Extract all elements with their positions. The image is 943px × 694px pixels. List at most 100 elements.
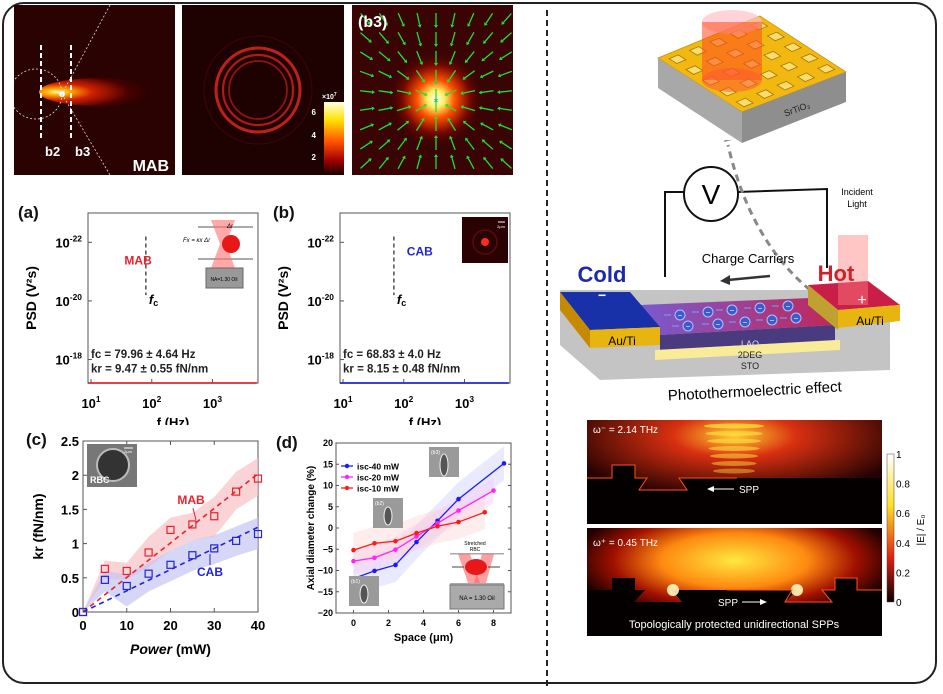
cell-shape bbox=[359, 584, 369, 604]
field-arrowhead bbox=[479, 74, 484, 79]
layer-2deg: 2DEG bbox=[738, 350, 763, 360]
field-arrowhead bbox=[484, 22, 488, 26]
data-point bbox=[188, 520, 197, 529]
photothermoelectric-device: V Incident Light Charge Carriers − − − − −− −… bbox=[560, 140, 900, 405]
field-arrow bbox=[448, 69, 457, 81]
objective-lens bbox=[449, 584, 505, 610]
field-arrowhead bbox=[481, 139, 486, 143]
field-arrowhead bbox=[462, 76, 467, 80]
field-arrow bbox=[360, 32, 370, 42]
field-arrow bbox=[484, 32, 494, 43]
metasurface-pad bbox=[763, 50, 782, 61]
electron bbox=[712, 318, 724, 330]
field-arrowhead bbox=[449, 154, 454, 158]
x-tick-label: 40 bbox=[251, 618, 265, 633]
panel-label-a: (a) bbox=[18, 203, 39, 222]
wire-left bbox=[664, 191, 685, 277]
x-tick-label: 8 bbox=[491, 618, 496, 628]
kr-annotation: kr = 8.15 ± 0.48 fN/nm bbox=[343, 364, 460, 376]
rbc-cell bbox=[96, 448, 130, 482]
field-arrow bbox=[397, 12, 404, 25]
field-arrow bbox=[416, 50, 422, 63]
field-arrowhead bbox=[497, 106, 501, 111]
spp-label-bottom: SPP bbox=[718, 598, 738, 609]
metasurface-pad bbox=[817, 64, 836, 74]
electron bbox=[739, 316, 751, 328]
interference-fringes bbox=[704, 423, 764, 474]
electron-sign: − bbox=[730, 306, 735, 315]
cold-electrode-front bbox=[590, 327, 660, 348]
metasurface-pad bbox=[759, 70, 778, 80]
au-ti-left: Au/Ti bbox=[608, 334, 636, 348]
y-tick-label: 2.5 bbox=[61, 434, 79, 449]
field-arrowhead bbox=[444, 92, 448, 97]
data-point bbox=[435, 524, 440, 529]
x-axis-label: Power (mW) bbox=[130, 641, 211, 657]
data-point bbox=[393, 562, 398, 568]
data-point bbox=[414, 530, 419, 536]
fringe bbox=[713, 468, 755, 474]
colorbar bbox=[324, 102, 344, 175]
data-point bbox=[372, 541, 377, 546]
coverslip-top bbox=[450, 553, 504, 555]
electron bbox=[674, 309, 686, 321]
fringe bbox=[707, 438, 761, 444]
field-arrow bbox=[500, 107, 513, 111]
inset-scale-label: 2μm bbox=[124, 449, 133, 454]
y-axis-label: Axial diameter change (%) bbox=[306, 466, 317, 590]
x-tick-label: 103 bbox=[455, 394, 474, 411]
field-colorbar-tick: 0.4 bbox=[896, 539, 910, 550]
y-tick-label: 10-18 bbox=[307, 351, 334, 368]
field-arrowhead bbox=[421, 79, 425, 83]
panel-divider bbox=[546, 10, 548, 686]
x-axis-label: Space (μm) bbox=[394, 632, 454, 644]
field-arrow bbox=[360, 159, 370, 169]
field-arrowhead bbox=[464, 59, 469, 64]
y-tick-label: −10 bbox=[318, 566, 333, 576]
field-arrow bbox=[483, 140, 494, 150]
field-arrowhead bbox=[498, 56, 503, 60]
field-arrow bbox=[500, 70, 513, 77]
inset-delta-label: Δr bbox=[226, 224, 234, 230]
field-arrow bbox=[416, 31, 421, 44]
colorbar-tick: 4 bbox=[312, 131, 317, 140]
data-point bbox=[501, 461, 507, 466]
legend-marker bbox=[344, 474, 350, 480]
data-point bbox=[210, 512, 219, 521]
y-tick-label: 10-18 bbox=[55, 351, 82, 368]
data-point bbox=[393, 538, 398, 544]
field-arrow bbox=[360, 13, 370, 23]
linear-fit-line bbox=[82, 526, 259, 613]
data-point bbox=[253, 474, 263, 483]
y-tick-label: 0.5 bbox=[61, 571, 79, 586]
incident-label: Incident bbox=[841, 187, 873, 197]
field-arrowhead bbox=[385, 40, 389, 44]
field-arrowhead bbox=[403, 137, 407, 142]
field-arrowhead bbox=[369, 56, 374, 60]
confidence-band bbox=[83, 517, 258, 612]
data-point bbox=[144, 548, 153, 557]
field-arrow bbox=[450, 50, 456, 63]
field-arrow bbox=[378, 158, 388, 169]
panel-label-c: (c) bbox=[26, 430, 47, 449]
y-tick-label: 2 bbox=[72, 468, 79, 483]
field-arrowhead bbox=[418, 154, 423, 158]
electron-sign: − bbox=[678, 311, 683, 320]
x-tick-label: 0 bbox=[351, 618, 356, 628]
electron-sign: − bbox=[758, 304, 763, 313]
field-colorbar-tick: 0 bbox=[896, 598, 902, 609]
field-arrowhead bbox=[434, 44, 438, 47]
field-arrow bbox=[416, 157, 421, 170]
x-tick-label: 10 bbox=[120, 618, 134, 633]
field-arrow bbox=[396, 106, 409, 112]
field-arrow bbox=[378, 123, 390, 131]
vector-field-image: (b3) bbox=[352, 5, 513, 175]
inset-core bbox=[481, 238, 489, 246]
field-arrow bbox=[378, 140, 389, 150]
field-arrow bbox=[448, 120, 457, 132]
figure-frame bbox=[2, 2, 937, 684]
confidence-band bbox=[83, 458, 258, 612]
data-point bbox=[491, 488, 496, 493]
au-ti-right: Au/Ti bbox=[856, 314, 884, 328]
fringe bbox=[705, 431, 763, 436]
